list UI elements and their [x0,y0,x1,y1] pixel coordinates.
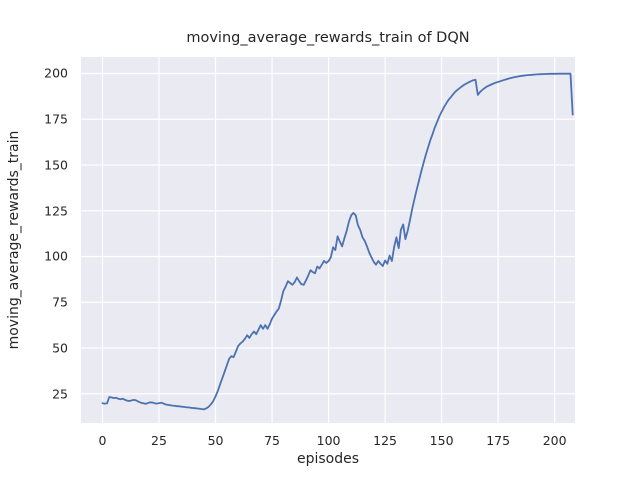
x-tick-label: 150 [429,433,454,448]
x-tick-label: 125 [373,433,398,448]
series-line-moving_average_rewards_train [101,72,574,411]
x-tick-label: 50 [207,433,224,448]
y-tick-label: 75 [52,294,68,310]
y-tick-label: 25 [52,386,68,402]
x-tick-label: 200 [542,433,567,448]
x-tick-label: 175 [486,433,511,448]
x-tick-label: 75 [264,433,280,448]
y-tick-label: 125 [44,203,68,219]
y-tick-label: 200 [44,65,68,81]
y-tick-label: 50 [52,340,68,356]
chart-title: moving_average_rewards_train of DQN [186,30,470,46]
y-tick-label: 100 [44,248,68,264]
y-axis-label: moving_average_rewards_train [6,130,22,350]
x-axis-label: episodes [296,451,360,467]
x-tick-label: 0 [98,433,107,448]
y-tick-label: 175 [44,111,68,127]
x-tick-label: 25 [151,433,167,448]
x-tick-label: 100 [316,433,341,448]
y-tick-label: 150 [44,157,68,173]
